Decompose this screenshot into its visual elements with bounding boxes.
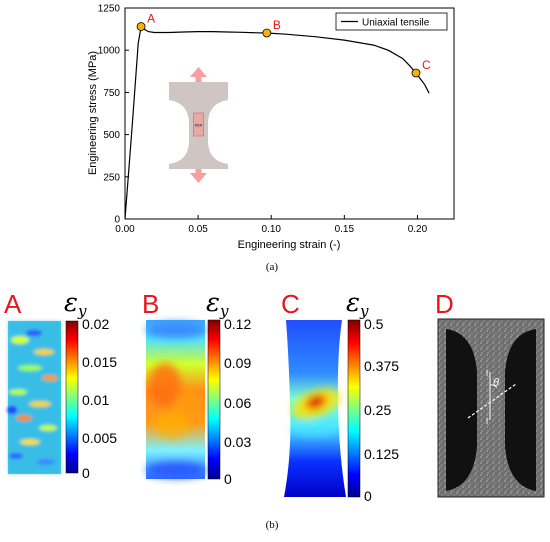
panel-a: A ε y 0.02 0. <box>4 288 117 481</box>
specimen-photo: θ l l <box>437 318 545 498</box>
grip-shadow-right <box>505 329 536 491</box>
colorbar-c-tick: 0.125 <box>364 446 399 462</box>
point-marker-a <box>136 22 146 31</box>
grip-shadow-left <box>446 329 477 491</box>
colorbar-b <box>207 319 221 480</box>
colorbar-c-tick: 0.375 <box>364 358 399 374</box>
mark-top: l <box>486 368 488 378</box>
legend-label: Uniaxial tensile <box>362 18 430 29</box>
colorbar-c-tick: 0.5 <box>364 316 384 332</box>
colorbar-c-ticks: 0.5 0.375 0.25 0.125 0 <box>364 316 399 504</box>
panel-c: C ε y 0.5 0.375 0.25 0.125 0 <box>281 288 399 504</box>
key-points: A B C <box>136 12 431 78</box>
mark-bottom: l <box>486 416 488 426</box>
y-tick-label: 750 <box>103 88 120 99</box>
y-tick-label: 1250 <box>98 4 121 15</box>
y-tick-label: 250 <box>103 172 120 183</box>
point-label-a: A <box>147 12 155 26</box>
colorbar-b-tick: 0.12 <box>224 316 251 332</box>
y-tick-label: 500 <box>103 130 120 141</box>
colorbar-a-tick: 0.005 <box>82 430 117 446</box>
x-axis-label: Engineering strain (-) <box>238 239 341 251</box>
plot-frame <box>124 7 455 220</box>
arrow-down-icon <box>190 169 207 183</box>
point-label-c: C <box>422 58 431 72</box>
point-marker-c <box>411 68 421 78</box>
caption-b: (b) <box>266 519 279 531</box>
x-tick-label: 0.15 <box>335 224 355 235</box>
series-line-uniaxial-tensile <box>124 25 430 220</box>
point-label-b: B <box>273 18 281 32</box>
panel-d: D θ l l <box>435 289 545 498</box>
x-axis-ticks: 0.00 0.05 0.10 0.15 0.20 <box>115 215 428 235</box>
colorbar-b-tick: 0 <box>224 471 232 487</box>
caption-a: (a) <box>266 261 279 273</box>
colorbar-c-symbol: ε <box>346 288 360 318</box>
y-tick-label: 0 <box>114 215 120 226</box>
x-tick-label: 0.00 <box>115 224 135 235</box>
colorbar-b-tick: 0.03 <box>224 434 251 450</box>
stress-strain-chart: 0.00 0.05 0.10 0.15 0.20 025050075010001250 … <box>87 4 455 251</box>
colorbar-a-symbol: ε <box>64 288 78 318</box>
colorbar-c-tick: 0 <box>364 488 372 504</box>
arrow-up-icon <box>190 67 207 82</box>
colorbar-b-tick: 0.09 <box>224 355 251 371</box>
roi-box <box>193 112 204 137</box>
point-marker-b <box>262 28 272 38</box>
colorbar-c-subscript: y <box>359 302 369 320</box>
x-tick-label: 0.10 <box>261 224 281 235</box>
strain-map-c <box>284 320 346 497</box>
colorbar-b-subscript: y <box>219 302 229 320</box>
y-axis-label: Engineering stress (MPa) <box>87 51 99 175</box>
x-tick-label: 0.20 <box>408 224 428 235</box>
colorbar-c <box>347 319 361 498</box>
panel-b-letter: B <box>142 289 159 319</box>
colorbar-a-tick: 0.01 <box>82 392 109 408</box>
colorbar-b-ticks: 0.12 0.09 0.06 0.03 0 <box>224 316 251 487</box>
colorbar-a-tick: 0 <box>82 465 90 481</box>
colorbar-b-symbol: ε <box>206 288 220 318</box>
roi-label: ROI <box>195 123 202 128</box>
legend: Uniaxial tensile <box>335 12 448 31</box>
legend-box <box>335 12 448 31</box>
strain-map-b <box>146 320 206 479</box>
y-tick-label: 1000 <box>98 46 121 57</box>
specimen-inset: ROI <box>169 67 228 183</box>
theta-label: θ <box>493 377 499 389</box>
colorbar-a-tick: 0.015 <box>82 354 117 370</box>
colorbar-a-tick: 0.02 <box>82 316 109 332</box>
colorbar-c-tick: 0.25 <box>364 402 391 418</box>
panel-a-letter: A <box>4 289 22 319</box>
colorbar-a-subscript: y <box>77 302 87 320</box>
strain-map-a <box>7 321 61 474</box>
panel-b: B ε y 0.12 0.09 0.06 0.03 0 <box>142 288 251 487</box>
x-tick-label: 0.05 <box>188 224 208 235</box>
colorbar-b-tick: 0.06 <box>224 395 251 411</box>
panel-d-letter: D <box>435 289 454 319</box>
panel-c-letter: C <box>281 289 300 319</box>
colorbar-a-ticks: 0.02 0.015 0.01 0.005 0 <box>82 316 117 481</box>
colorbar-a <box>65 320 79 474</box>
angle-arc <box>489 384 498 389</box>
y-axis-ticks: 0 250 500 750 1000 1250 <box>98 4 129 226</box>
